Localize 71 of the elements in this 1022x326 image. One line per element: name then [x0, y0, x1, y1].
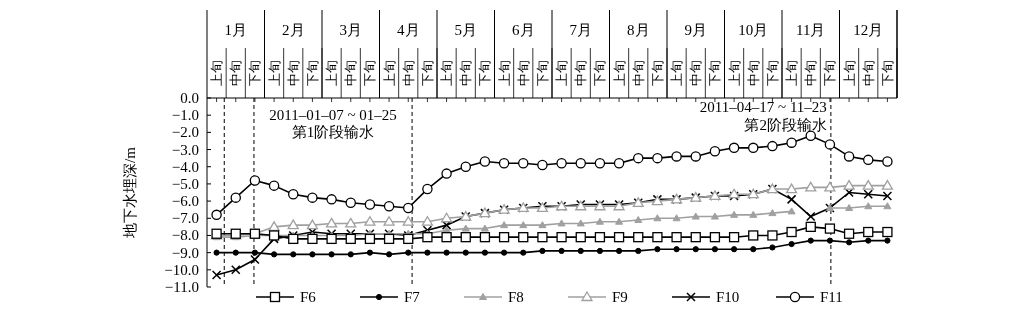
- x-tick-label: 下旬: [419, 60, 435, 86]
- y-tick-label: −4.0: [171, 158, 199, 175]
- legend-label: F7: [404, 289, 421, 305]
- annotation: 第1阶段输水: [291, 124, 375, 141]
- text: 10月: [738, 22, 769, 38]
- y-tick-label: −2.0: [171, 124, 199, 141]
- x-tick-label: 中旬: [630, 60, 646, 86]
- x-tick-label: 上旬: [611, 60, 627, 86]
- x-tick-label: 中旬: [745, 60, 761, 86]
- text: 6月: [512, 22, 535, 38]
- x-tick-label: 中旬: [515, 60, 531, 86]
- x-tick-label: 上旬: [726, 60, 742, 86]
- x-tick-label: 下旬: [764, 60, 780, 86]
- x-tick-label: 下旬: [822, 60, 838, 86]
- x-tick-label: 上旬: [554, 60, 570, 86]
- legend-label: F11: [820, 289, 843, 305]
- legend-label: F10: [716, 289, 740, 305]
- x-tick-label: 下旬: [879, 60, 895, 86]
- y-tick-label: −6.0: [171, 193, 199, 210]
- x-tick-label: 下旬: [362, 60, 378, 86]
- x-tick-label: 下旬: [247, 60, 263, 86]
- x-tick-label: 上旬: [266, 60, 282, 86]
- x-tick-label: 上旬: [669, 60, 685, 86]
- annotation: 2011–01–07 ~ 01–25: [269, 107, 397, 124]
- text: 12月: [853, 22, 884, 38]
- x-tick-label: 下旬: [304, 60, 320, 86]
- x-tick-label: 下旬: [477, 60, 493, 86]
- y-tick-label: −5.0: [171, 175, 199, 192]
- text: 9月: [684, 22, 707, 38]
- x-tick-label: 上旬: [209, 60, 225, 86]
- legend-label: F9: [612, 289, 628, 305]
- y-tick-label: −11.0: [164, 279, 199, 295]
- y-tick-label: −1.0: [171, 107, 199, 124]
- annotation: 2011–04–17 ~ 11–23: [699, 98, 827, 115]
- x-tick-label: 下旬: [707, 60, 723, 86]
- x-tick-label: 中旬: [803, 60, 819, 86]
- text: 11月: [796, 22, 826, 38]
- annotation: 第2阶段输水: [744, 117, 827, 134]
- x-tick-label: 上旬: [381, 60, 397, 86]
- x-tick-label: 上旬: [439, 60, 455, 86]
- text: 1月: [224, 22, 247, 38]
- text: 5月: [454, 22, 477, 38]
- text: 3月: [339, 22, 362, 38]
- text: 4月: [397, 22, 420, 38]
- x-tick-label: 下旬: [649, 60, 665, 86]
- x-tick-label: 中旬: [285, 60, 301, 86]
- y-tick-label: −10.0: [164, 261, 199, 278]
- legend-label: F8: [508, 289, 524, 305]
- x-tick-label: 中旬: [458, 60, 474, 86]
- y-tick-label: −3.0: [171, 141, 199, 158]
- x-tick-label: 上旬: [496, 60, 512, 86]
- x-tick-label: 中旬: [400, 60, 416, 86]
- text: 2月: [282, 22, 305, 38]
- x-tick-label: 上旬: [324, 60, 340, 86]
- y-tick-label: −9.0: [171, 244, 199, 261]
- x-tick-label: 中旬: [860, 60, 876, 86]
- x-tick-label: 上旬: [841, 60, 857, 86]
- y-tick-label: −7.0: [171, 210, 199, 227]
- x-tick-label: 中旬: [573, 60, 589, 86]
- y-tick-label: 0.0: [180, 90, 199, 106]
- y-tick-label: −8.0: [171, 227, 199, 244]
- x-tick-label: 上旬: [784, 60, 800, 86]
- x-tick-label: 中旬: [688, 60, 704, 86]
- text: 8月: [627, 22, 650, 38]
- text: 7月: [569, 22, 592, 38]
- y-axis-title: 地下水埋深/m: [122, 146, 138, 239]
- x-tick-label: 中旬: [228, 60, 244, 86]
- x-tick-label: 下旬: [534, 60, 550, 86]
- legend-label: F6: [300, 289, 317, 305]
- x-tick-label: 中旬: [343, 60, 359, 86]
- x-tick-label: 下旬: [592, 60, 608, 86]
